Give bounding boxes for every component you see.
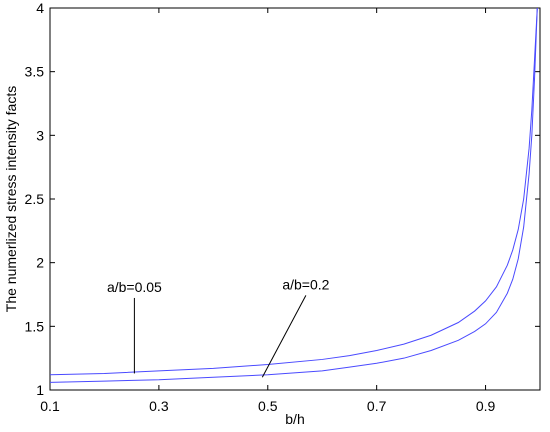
series-group — [49, 7, 538, 383]
y-tick-label: 2.5 — [25, 191, 45, 207]
x-tick-label: 0.9 — [476, 398, 496, 414]
x-tick-label: 0.1 — [40, 398, 60, 414]
tick-group: 0.1 0.3 0.5 0.7 0.9 1 1.5 2 2.5 3 3.5 4 — [25, 0, 540, 414]
y-tick-label: 2 — [36, 255, 44, 271]
annotation-group: a/b=0.05 a/b=0.2 — [107, 276, 330, 378]
annotation-label: a/b=0.05 — [107, 279, 162, 295]
y-tick-label: 1 — [36, 382, 44, 398]
x-tick-label: 0.7 — [367, 398, 387, 414]
x-axis-label: b/h — [285, 411, 304, 427]
plot-area — [49, 7, 541, 391]
y-tick-label: 4 — [36, 0, 44, 16]
annotation-label: a/b=0.2 — [282, 276, 329, 292]
y-tick-label: 1.5 — [25, 318, 45, 334]
series-line-0 — [49, 7, 538, 376]
series-line-1 — [49, 7, 538, 383]
y-tick-label: 3.5 — [25, 64, 45, 80]
y-tick-label: 3 — [36, 127, 44, 143]
x-tick-label: 0.5 — [258, 398, 278, 414]
y-axis-label: The numerlized stress intensity facts — [3, 86, 19, 312]
annotation-leader-line — [261, 295, 307, 378]
x-tick-label: 0.3 — [149, 398, 169, 414]
